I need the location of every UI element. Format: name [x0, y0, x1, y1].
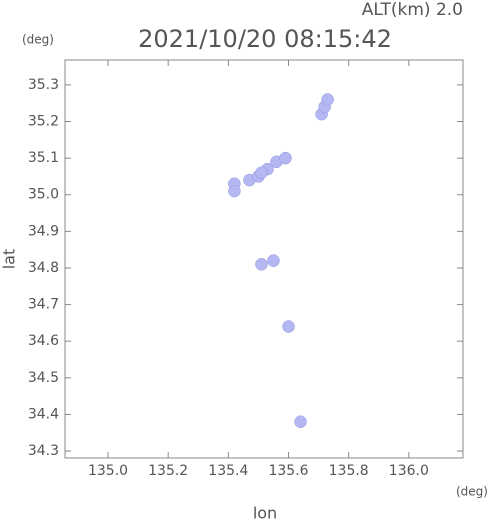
echo-point [255, 258, 268, 271]
x-tick-label: 135.2 [148, 463, 188, 479]
y-tick-label: 35.1 [28, 150, 59, 166]
x-tick-label: 135.4 [208, 463, 248, 479]
x-unit: (deg) [456, 485, 488, 499]
chart-title: 2021/10/20 08:15:42 [138, 25, 392, 53]
echo-point [321, 93, 334, 106]
y-tick-label: 34.5 [28, 370, 59, 386]
y-tick-label: 34.9 [28, 223, 59, 239]
y-axis-label: lat [0, 249, 19, 270]
y-unit: (deg) [22, 33, 54, 47]
altitude-label: ALT(km) 2.0 [362, 0, 463, 20]
y-tick-label: 35.3 [28, 77, 59, 93]
x-axis-label: lon [253, 504, 277, 521]
x-tick-label: 136.0 [389, 463, 429, 479]
y-tick-label: 34.4 [28, 406, 59, 422]
plot-frame [64, 59, 464, 459]
echo-point [294, 415, 307, 429]
echo-point [255, 166, 268, 180]
x-tick-label: 135.8 [329, 463, 369, 479]
y-tick-label: 34.3 [28, 443, 59, 459]
x-tick-label: 135.6 [268, 463, 308, 479]
y-tick-label: 34.7 [28, 297, 59, 313]
echo-point [267, 254, 280, 267]
y-tick-label: 35.2 [28, 114, 59, 130]
x-tick-label: 135.0 [88, 463, 128, 479]
y-tick-label: 34.6 [28, 333, 59, 349]
y-tick-label: 34.8 [28, 260, 59, 276]
y-tick-label: 35.0 [28, 187, 59, 203]
echo-point [279, 151, 292, 165]
echo-point [228, 184, 241, 198]
echo-point [282, 320, 295, 333]
